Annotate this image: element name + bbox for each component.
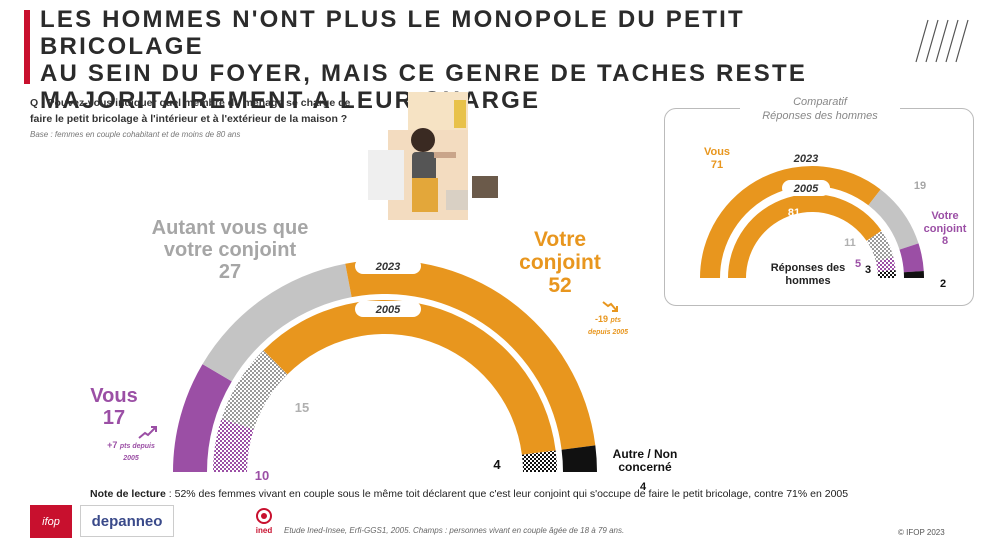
label-vous-value: 17 [102,407,126,429]
diy-woman-illustration [368,92,498,220]
label-votre-conjoint-text: Votre conjoint [519,228,601,275]
comp-inner-2005-segment-autant [866,230,894,262]
comp-inner-2005-segment-autre [877,270,896,278]
ined-logo-text: ined [255,526,273,535]
comp-outer-2023-segment-autre [903,270,924,278]
trend-conjoint-since: depuis 2005 [587,329,629,336]
inner-2005-segment-vous [213,418,254,472]
year-2023-label: 2023 [375,261,400,273]
comp-label-vous-text: Vous [703,146,731,158]
ined-logo: ined [250,508,278,535]
label-votre-conjoint: Votre conjoint 52 [505,228,615,297]
copyright-text: © IFOP 2023 [898,528,945,537]
outer-2023-segment-vous [173,364,232,472]
reading-note-text: : 52% des femmes vivant en couple sous l… [165,488,849,500]
comp-outer-2023-segment-autant [868,189,919,250]
label-votre-conjoint-value: 52 [548,274,572,298]
comp-value-2005-autant: 11 [844,237,856,249]
trend-vous-value: +7 [107,440,118,450]
year-2005-label: 2005 [375,304,401,316]
trend-conjoint: -19 pts depuis 2005 [568,300,648,338]
title-line-2: AU SEIN DU FOYER, MAIS CE GENRE DE TACHE… [40,60,808,87]
title-accent-bar [24,10,30,84]
comparatif-title-line-2: Réponses des hommes [762,110,878,122]
comparatif-title: Comparatif Réponses des hommes [740,95,900,123]
comp-value-2005-vous: 81 [788,207,800,219]
comp-outer-2023-segment-vous [700,166,881,278]
year-2023-label-tab [355,258,421,274]
comp-center-label: Réponses des hommes [770,262,846,287]
comp-label-vous: Vous 71 [690,146,744,171]
decorative-hatch-icon [915,19,969,63]
trend-conjoint-value: -19 [594,314,608,324]
comp-label-conjoint-text: Votre conjoint [923,210,967,235]
comp-year-2005-label: 2005 [793,183,819,195]
comp-year-2023-label-tab [782,150,830,166]
comparatif-title-line-1: Comparatif [793,96,847,108]
comp-value-2023-autre: 2 [940,278,946,290]
value-2005-conjoint: 71 [415,346,429,361]
outer-2023-segment-conjoint [345,260,596,450]
trend-down-arrow-icon [602,301,618,312]
comp-value-2005-autre: 3 [865,264,871,276]
comp-inner-2005-segment-conjoint [875,257,896,272]
outer-2023-segment-autre [561,445,597,472]
comp-inner-2005-segment-vous [728,194,882,278]
page-title: LES HOMMES N'ONT PLUS LE MONOPOLE DU PET… [40,6,900,114]
comp-outer-2023-segment-conjoint [899,243,924,273]
inner-2005-segment-conjoint [263,299,556,455]
value-2005-autant: 15 [295,400,309,415]
comp-label-conjoint: Votre conjoint 8 [916,210,974,248]
label-autant-text: Autant vous que votre conjoint [151,217,309,261]
ifop-logo: ifop [30,505,72,538]
label-vous: Vous 17 [84,385,144,429]
title-line-1: LES HOMMES N'ONT PLUS LE MONOPOLE DU PET… [40,6,745,60]
inner-2005-segment-autre [521,450,557,472]
trend-conjoint-unit: pts [610,317,622,324]
outer-2023-segment-autant [202,263,352,382]
ined-emblem-icon [256,508,272,524]
value-2023-autre: 4 [640,481,647,493]
base-text: Base : femmes en couple cohabitant et de… [30,130,241,139]
comp-year-2023-label: 2023 [793,153,818,165]
reading-note: Note de lecture : 52% des femmes vivant … [90,488,970,500]
trend-vous-unit: pts depuis [119,443,155,450]
label-autant-value: 27 [218,261,242,283]
label-vous-text: Vous [90,385,138,407]
source-text: Etude Ined-Insee, Erfi-GGS1, 2005. Champ… [284,526,625,535]
trend-vous-since: 2005 [123,455,139,462]
inner-2005-segment-autant [221,350,288,430]
comp-label-conjoint-value: 8 [941,235,949,248]
value-2005-vous: 10 [255,468,269,483]
depanneo-logo: depanneo [80,505,174,537]
comp-value-2023-autant: 19 [914,180,926,192]
trend-vous: +7 pts depuis 2005 [96,426,166,464]
question-text: Q : Pouvez-vous indiquer quel membre du … [30,97,351,125]
label-autre: Autre / Non concerné [612,447,678,475]
reading-note-label: Note de lecture [90,488,166,500]
trend-up-arrow-icon [138,426,157,439]
comp-value-2005-conjoint: 5 [855,258,861,270]
value-2005-autre: 4 [493,457,501,472]
label-autant: Autant vous que votre conjoint 27 [140,217,320,283]
year-2005-label-tab [355,301,421,317]
comp-year-2005-label-tab [782,180,830,196]
comp-label-vous-value: 71 [710,158,724,171]
